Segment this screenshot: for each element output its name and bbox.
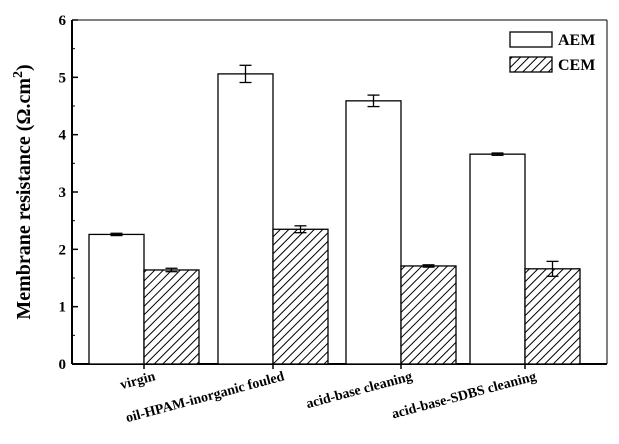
- legend-label-aem: AEM: [558, 32, 595, 49]
- y-tick-label: 0: [59, 357, 67, 373]
- y-tick-label: 1: [59, 300, 67, 316]
- bar-cem-2: [400, 265, 457, 365]
- y-axis-title: Membrane resistance (Ω.cm2): [11, 64, 35, 319]
- bar-aem-0: [88, 233, 145, 365]
- y-tick-label: 4: [59, 128, 67, 144]
- legend-swatch-aem: [509, 31, 553, 48]
- legend-swatch-cem: [509, 56, 553, 73]
- bar-cem-0: [143, 269, 200, 365]
- legend-label-cem: CEM: [558, 57, 595, 74]
- bar-aem-2: [345, 100, 402, 365]
- bar-aem-1: [217, 73, 274, 365]
- bar-aem-3: [469, 153, 526, 365]
- y-tick-label: 6: [59, 13, 67, 29]
- y-tick-label: 5: [59, 70, 67, 86]
- y-tick-label: 3: [59, 185, 67, 201]
- bar-cem-3: [524, 268, 581, 365]
- bar-cem-1: [272, 228, 329, 365]
- y-tick-label: 2: [59, 242, 67, 258]
- x-category-label: acid-base-SDBS cleaning: [390, 369, 538, 422]
- x-category-label: virgin: [119, 369, 158, 393]
